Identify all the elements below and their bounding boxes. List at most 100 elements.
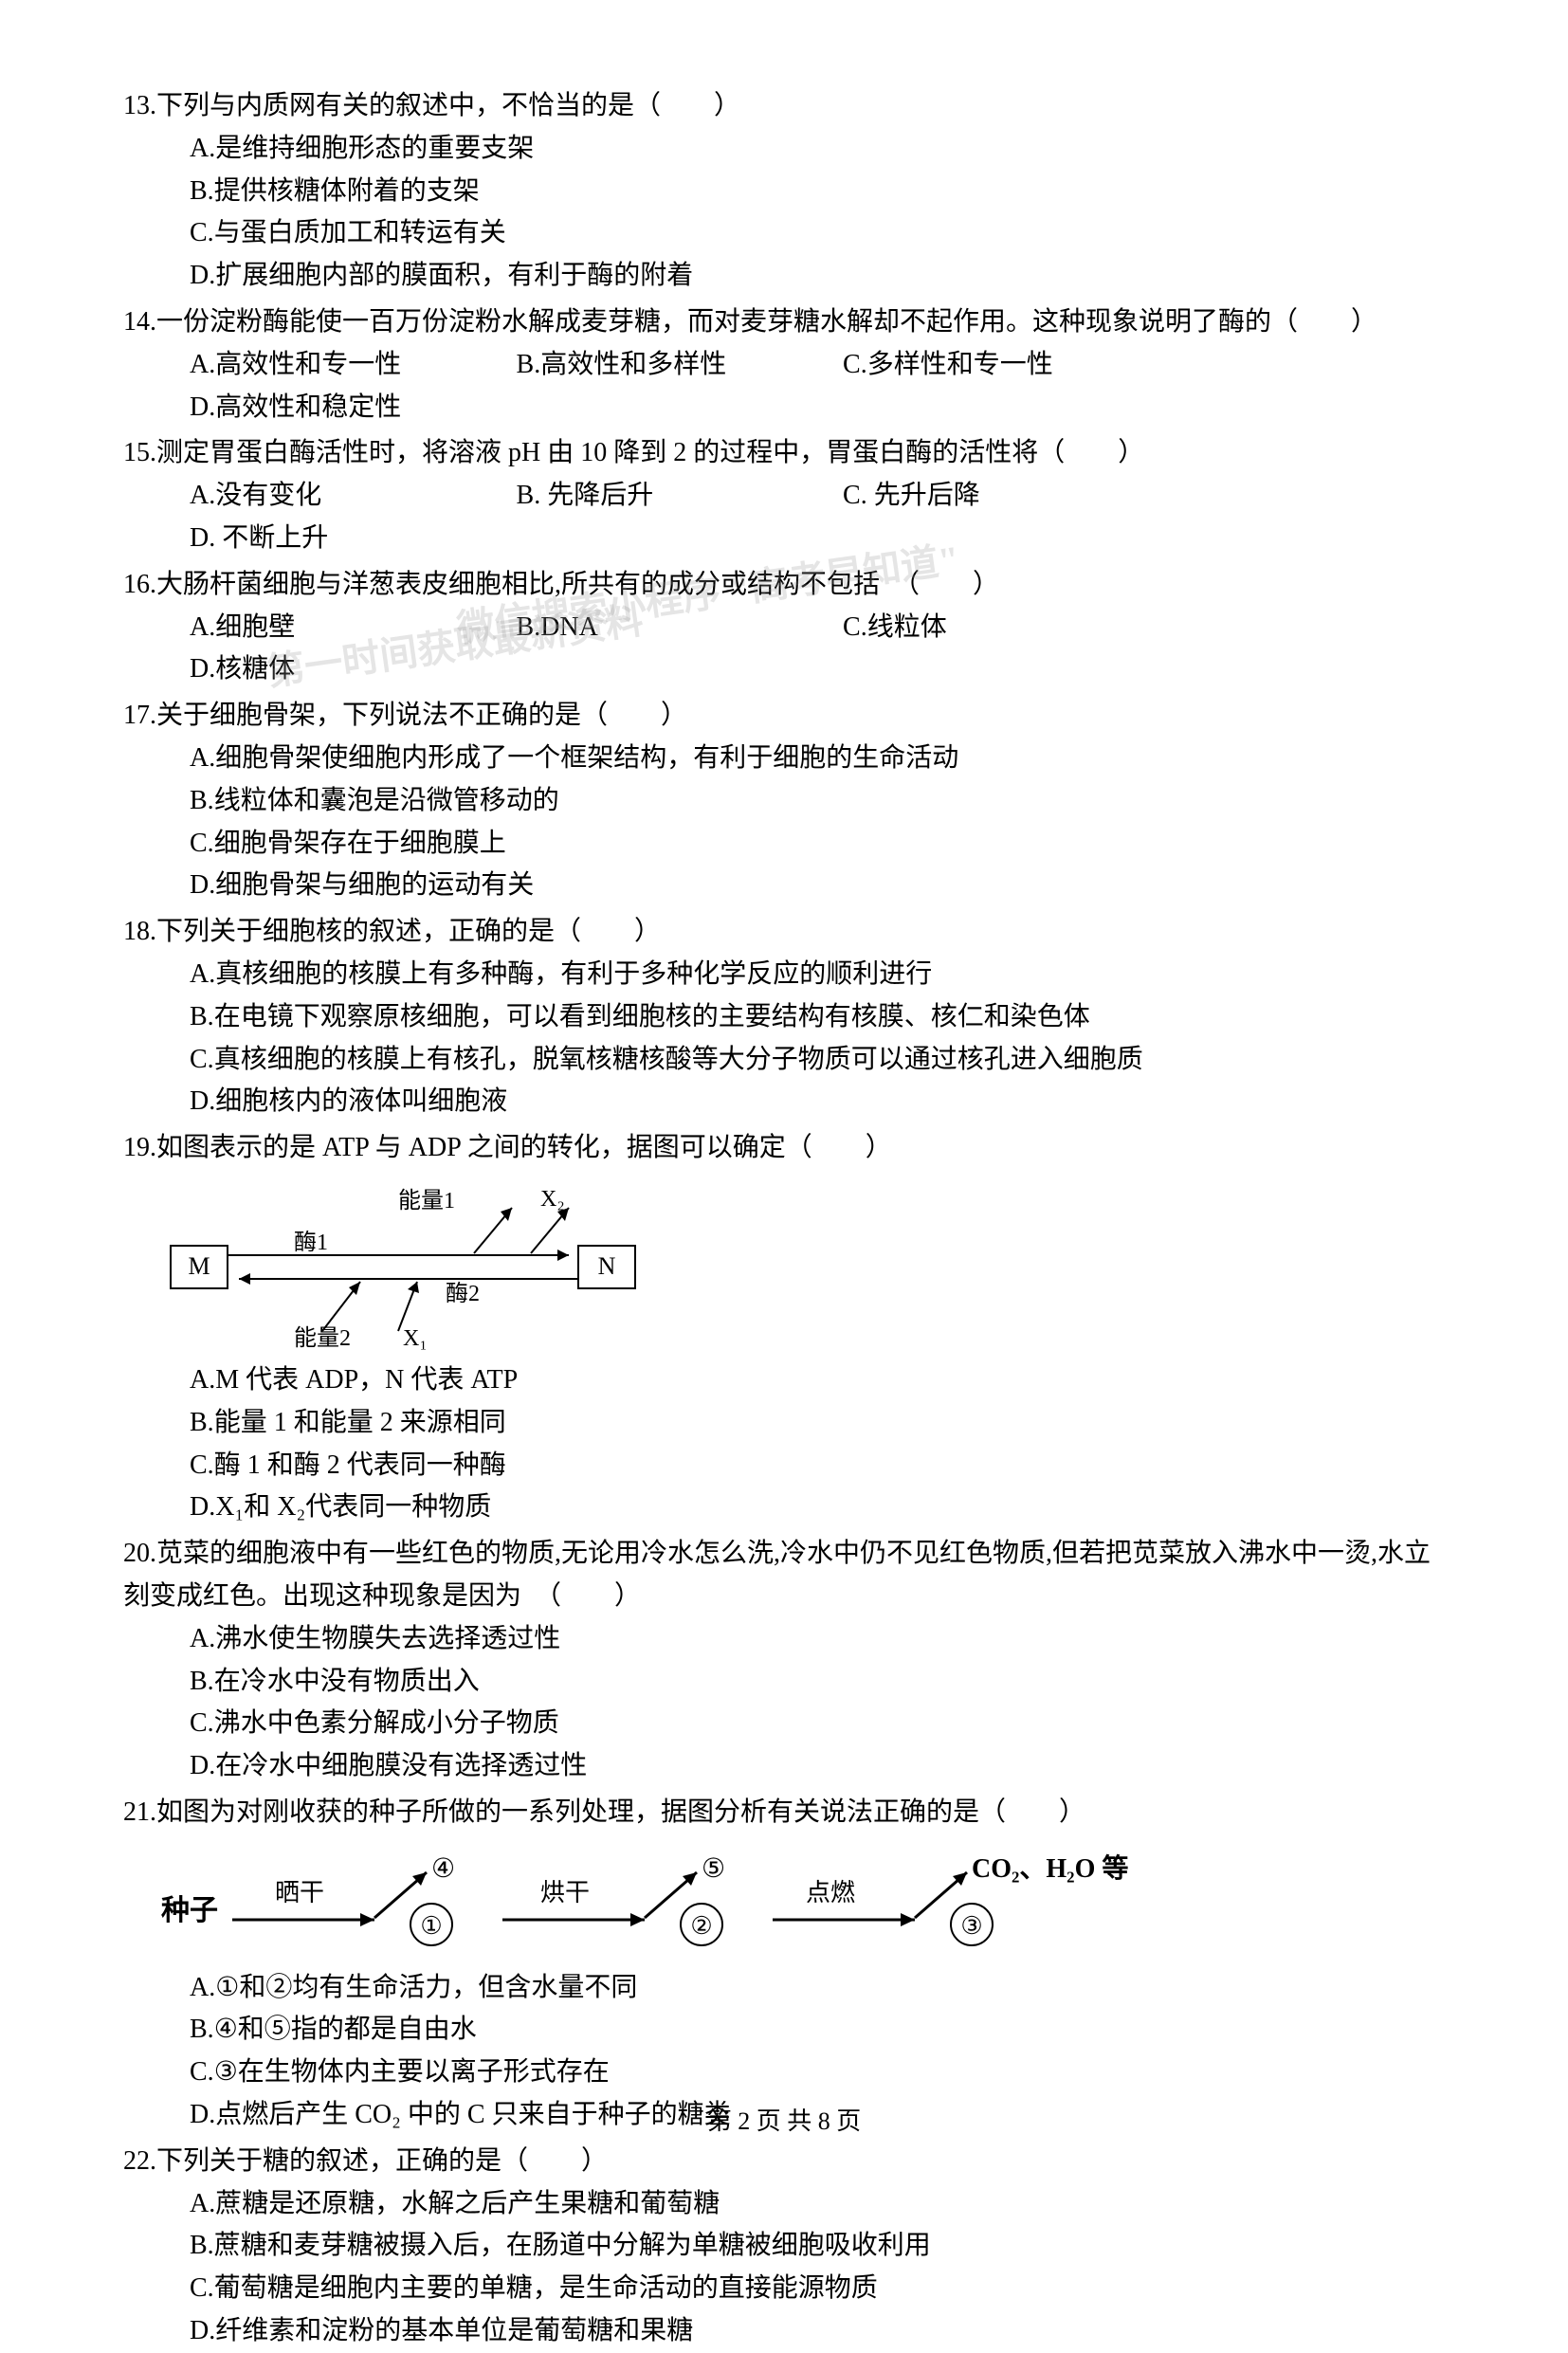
- circle3-label: ③: [960, 1912, 982, 1940]
- q18-option-d: D.细胞核内的液体叫细胞液: [123, 1081, 1445, 1123]
- q15-stem: 测定胃蛋白酶活性时，将溶液 pH 由 10 降到 2 的过程中，胃蛋白酶的活性将…: [156, 438, 1144, 467]
- question-13-text: 13.下列与内质网有关的叙述中，不恰当的是（ ）: [123, 85, 1445, 128]
- question-14-text: 14.一份淀粉酶能使一百万份淀粉水解成麦芽糖，而对麦芽糖水解却不起作用。这种现象…: [123, 301, 1445, 344]
- q21-option-c: C.③在生物体内主要以离子形式存在: [123, 2052, 1445, 2094]
- q13-option-c: C.与蛋白质加工和转运有关: [190, 212, 793, 255]
- q19-diagram: M N 酶1 酶2 能量1 X₂ 能量2: [123, 1179, 1445, 1350]
- arrow2-head: [630, 1913, 645, 1926]
- q16-option-c: C.线粒体: [843, 607, 1132, 649]
- x2-label: X₂: [540, 1187, 565, 1212]
- q16-stem: 大肠杆菌细胞与洋葱表皮细胞相比,所共有的成分或结构不包括 （ ）: [156, 570, 999, 599]
- enzyme2-label: 酶2: [446, 1281, 480, 1306]
- question-13-options: A.是维持细胞形态的重要支架 B.提供核糖体附着的支架 C.与蛋白质加工和转运有…: [123, 128, 1445, 298]
- q21-stem: 如图为对刚收获的种子所做的一系列处理，据图分析有关说法正确的是（ ）: [156, 1797, 1085, 1827]
- seed-label: 种子: [161, 1895, 218, 1926]
- q17-option-a: A.细胞骨架使细胞内形成了一个框架结构，有利于细胞的生命活动: [123, 738, 1445, 780]
- q14-option-c: C.多样性和专一性: [843, 344, 1132, 387]
- q15-option-a: A.没有变化: [190, 475, 479, 518]
- question-13: 13.下列与内质网有关的叙述中，不恰当的是（ ） A.是维持细胞形态的重要支架 …: [123, 85, 1445, 298]
- q18-option-c: C.真核细胞的核膜上有核孔，脱氧核糖核酸等大分子物质可以通过核孔进入细胞质: [123, 1039, 1445, 1082]
- q14-option-b: B.高效性和多样性: [517, 344, 806, 387]
- q19-option-c: C.酶 1 和酶 2 代表同一种酶: [190, 1445, 793, 1487]
- q17-option-c: C.细胞骨架存在于细胞膜上: [123, 823, 1445, 866]
- q13-option-d: D.扩展细胞内部的膜面积，有利于酶的附着: [190, 255, 793, 298]
- q21-diagram: 种子 晒干 ④ ① 烘干 ⑤ ② 点燃: [123, 1844, 1445, 1958]
- top-arrow-head: [557, 1249, 569, 1261]
- q16-option-d: D.核糖体: [190, 648, 479, 691]
- sundry-label: 晒干: [275, 1879, 324, 1906]
- q18-option-b: B.在电镜下观察原核细胞，可以看到细胞核的主要结构有核膜、核仁和染色体: [123, 996, 1445, 1039]
- q19-option-a: A.M 代表 ADP，N 代表 ATP: [190, 1359, 793, 1402]
- question-20: 20.苋菜的细胞液中有一些红色的物质,无论用冷水怎么洗,冷水中仍不见红色物质,但…: [123, 1533, 1445, 1788]
- q16-option-a: A.细胞壁: [190, 607, 479, 649]
- question-19-text: 19.如图表示的是 ATP 与 ADP 之间的转化，据图可以确定（ ）: [123, 1127, 1445, 1170]
- q14-option-a: A.高效性和专一性: [190, 344, 479, 387]
- ignite-label: 点燃: [806, 1879, 855, 1906]
- q13-option-b: B.提供核糖体附着的支架: [190, 171, 793, 213]
- q19-stem: 如图表示的是 ATP 与 ADP 之间的转化，据图可以确定（ ）: [156, 1133, 892, 1162]
- q22-option-b: B.蔗糖和麦芽糖被摄入后，在肠道中分解为单糖被细胞吸收利用: [123, 2225, 1445, 2268]
- q14-option-d: D.高效性和稳定性: [190, 387, 479, 429]
- seed-process-diagram: 种子 晒干 ④ ① 烘干 ⑤ ② 点燃: [161, 1844, 1299, 1958]
- energy1-label: 能量1: [398, 1188, 455, 1213]
- question-21: 21.如图为对刚收获的种子所做的一系列处理，据图分析有关说法正确的是（ ） 种子…: [123, 1792, 1445, 2137]
- q22-option-c: C.葡萄糖是细胞内主要的单糖，是生命活动的直接能源物质: [123, 2268, 1445, 2310]
- arrow1-head: [360, 1913, 374, 1926]
- bakedry-label: 烘干: [540, 1879, 590, 1906]
- question-16-options: A.细胞壁 B.DNA C.线粒体 D.核糖体: [123, 607, 1445, 692]
- circle1-label: ①: [420, 1912, 442, 1940]
- n-label: N: [598, 1252, 616, 1280]
- bottom-arrow-head: [239, 1273, 250, 1285]
- question-19-options: A.M 代表 ADP，N 代表 ATP B.能量 1 和能量 2 来源相同 C.…: [123, 1359, 1445, 1529]
- circle2-label: ②: [690, 1912, 712, 1940]
- question-20-options: A.沸水使生物膜失去选择透过性 B.在冷水中没有物质出入 C.沸水中色素分解成小…: [123, 1618, 1445, 1788]
- arrow3-head: [901, 1913, 915, 1926]
- question-22-text: 22.下列关于糖的叙述，正确的是（ ）: [123, 2141, 1445, 2183]
- circle4-label: ④: [431, 1854, 455, 1884]
- q15-option-b: B. 先降后升: [517, 475, 806, 518]
- q15-option-c: C. 先升后降: [843, 475, 1132, 518]
- q13-stem: 下列与内质网有关的叙述中，不恰当的是（ ）: [156, 91, 740, 120]
- question-21-text: 21.如图为对刚收获的种子所做的一系列处理，据图分析有关说法正确的是（ ）: [123, 1792, 1445, 1834]
- question-20-text: 20.苋菜的细胞液中有一些红色的物质,无论用冷水怎么洗,冷水中仍不见红色物质,但…: [123, 1533, 1445, 1618]
- q18-stem: 下列关于细胞核的叙述，正确的是（ ）: [156, 917, 661, 946]
- question-14-options: A.高效性和专一性 B.高效性和多样性 C.多样性和专一性 D.高效性和稳定性: [123, 344, 1445, 429]
- products-label: CO₂、H₂O 等: [972, 1852, 1128, 1884]
- q17-option-b: B.线粒体和囊泡是沿微管移动的: [123, 780, 1445, 823]
- question-15-text: 15.测定胃蛋白酶活性时，将溶液 pH 由 10 降到 2 的过程中，胃蛋白酶的…: [123, 432, 1445, 475]
- question-17-text: 17.关于细胞骨架，下列说法不正确的是（ ）: [123, 695, 1445, 738]
- m-label: M: [188, 1252, 210, 1280]
- q22-stem: 下列关于糖的叙述，正确的是（ ）: [156, 2146, 608, 2176]
- q22-option-a: A.蔗糖是还原糖，水解之后产生果糖和葡萄糖: [123, 2183, 1445, 2226]
- question-19: 19.如图表示的是 ATP 与 ADP 之间的转化，据图可以确定（ ） M N …: [123, 1127, 1445, 1529]
- question-22: 22.下列关于糖的叙述，正确的是（ ） A.蔗糖是还原糖，水解之后产生果糖和葡萄…: [123, 2141, 1445, 2353]
- q20-option-a: A.沸水使生物膜失去选择透过性: [190, 1618, 793, 1661]
- question-15: 15.测定胃蛋白酶活性时，将溶液 pH 由 10 降到 2 的过程中，胃蛋白酶的…: [123, 432, 1445, 559]
- q20-stem: 苋菜的细胞液中有一些红色的物质,无论用冷水怎么洗,冷水中仍不见红色物质,但若把苋…: [123, 1539, 1431, 1611]
- page-footer: 第 2 页 共 8 页: [0, 2102, 1568, 2142]
- x1-label: X₁: [403, 1326, 428, 1350]
- q17-option-d: D.细胞骨架与细胞的运动有关: [123, 865, 1445, 907]
- question-18-text: 18.下列关于细胞核的叙述，正确的是（ ）: [123, 911, 1445, 954]
- q13-option-a: A.是维持细胞形态的重要支架: [190, 128, 793, 171]
- q15-option-d: D. 不断上升: [190, 518, 479, 560]
- atp-adp-diagram: M N 酶1 酶2 能量1 X₂ 能量2: [161, 1179, 730, 1350]
- circle5-label: ⑤: [702, 1854, 725, 1884]
- q19-option-d: D.X₁和 X₂代表同一种物质: [190, 1487, 793, 1529]
- q21-option-b: B.④和⑤指的都是自由水: [123, 2009, 1445, 2052]
- q18-option-a: A.真核细胞的核膜上有多种酶，有利于多种化学反应的顺利进行: [123, 954, 1445, 996]
- enzyme1-label: 酶1: [294, 1230, 328, 1255]
- question-17: 17.关于细胞骨架，下列说法不正确的是（ ） A.细胞骨架使细胞内形成了一个框架…: [123, 695, 1445, 907]
- q21-option-a: A.①和②均有生命活力，但含水量不同: [123, 1967, 1445, 2010]
- q20-option-c: C.沸水中色素分解成小分子物质: [190, 1703, 793, 1745]
- q20-option-d: D.在冷水中细胞膜没有选择透过性: [190, 1745, 793, 1788]
- q17-stem: 关于细胞骨架，下列说法不正确的是（ ）: [156, 701, 687, 730]
- question-16-text: 16.大肠杆菌细胞与洋葱表皮细胞相比,所共有的成分或结构不包括 （ ）: [123, 564, 1445, 607]
- q22-option-d: D.纤维素和淀粉的基本单位是葡萄糖和果糖: [123, 2310, 1445, 2353]
- q14-stem: 一份淀粉酶能使一百万份淀粉水解成麦芽糖，而对麦芽糖水解却不起作用。这种现象说明了…: [156, 307, 1377, 337]
- question-14: 14.一份淀粉酶能使一百万份淀粉水解成麦芽糖，而对麦芽糖水解却不起作用。这种现象…: [123, 301, 1445, 429]
- question-15-options: A.没有变化 B. 先降后升 C. 先升后降 D. 不断上升: [123, 475, 1445, 560]
- q16-option-b: B.DNA: [517, 607, 806, 649]
- q20-option-b: B.在冷水中没有物质出入: [190, 1661, 793, 1704]
- energy2-label: 能量2: [294, 1325, 351, 1350]
